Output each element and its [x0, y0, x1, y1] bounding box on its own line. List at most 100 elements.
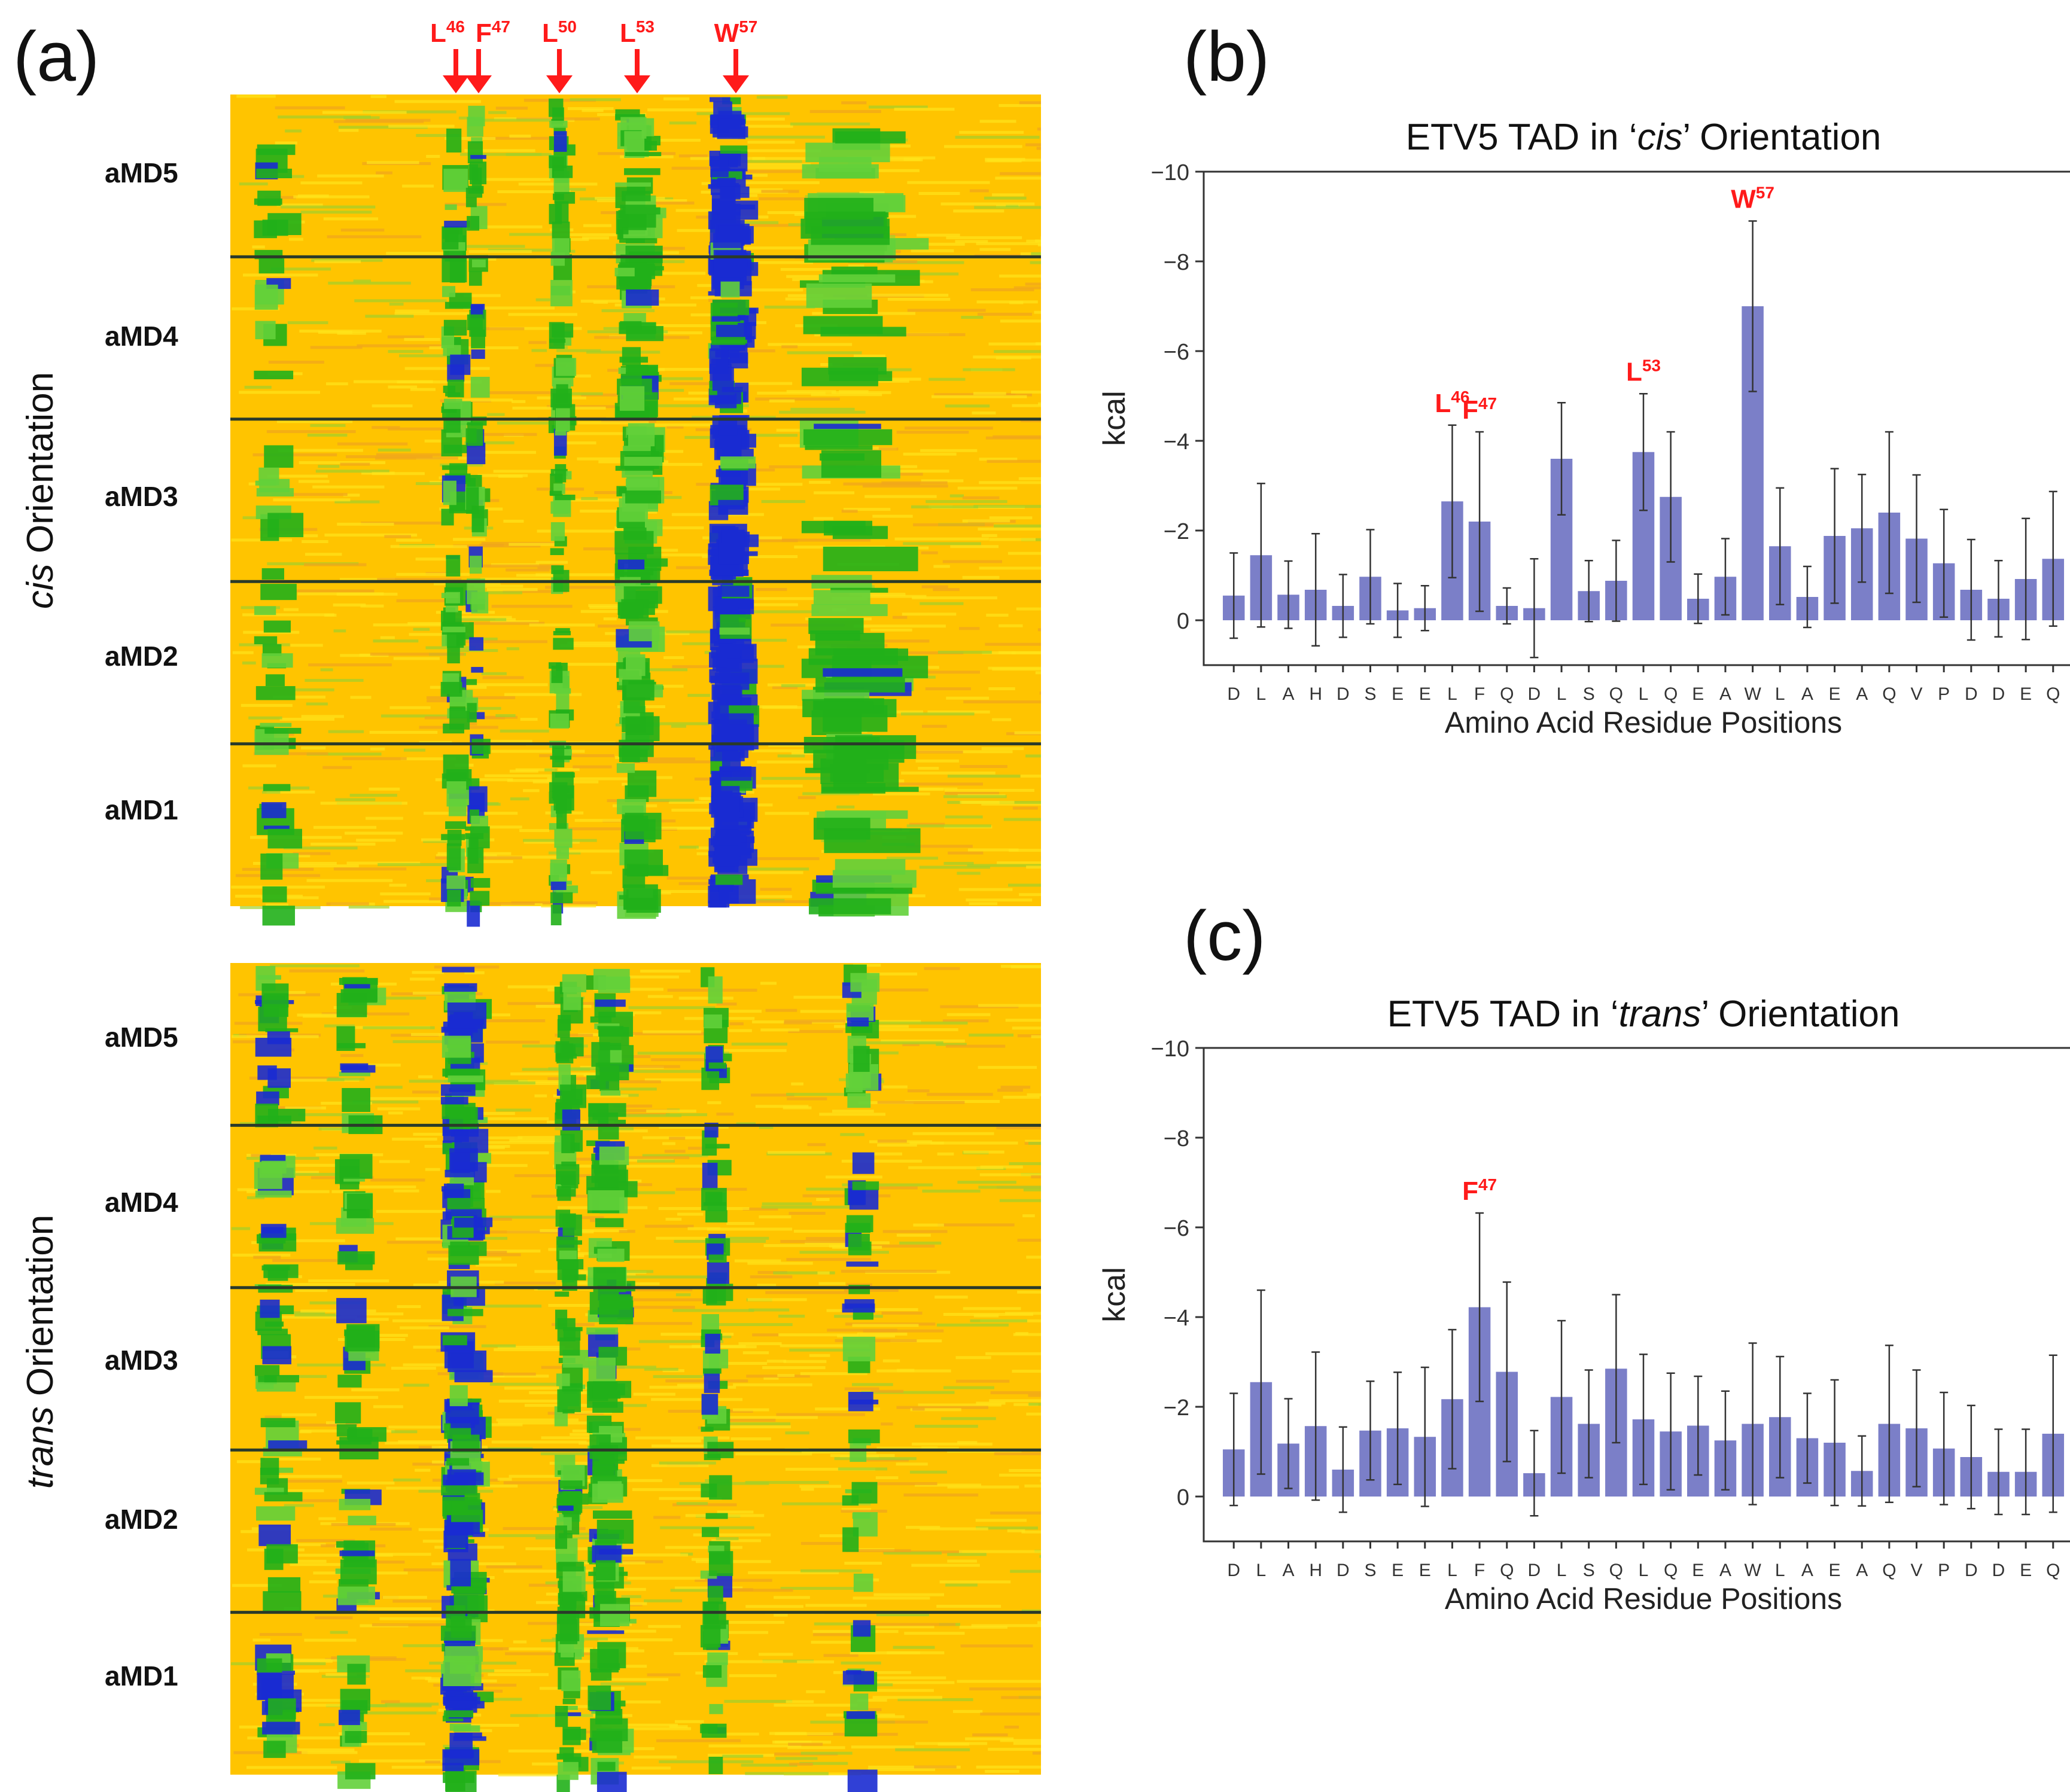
heatmap-band-cell [442, 226, 459, 250]
heatmap-streak [1004, 393, 1032, 397]
heatmap-streak [937, 650, 992, 654]
heatmap-streak [494, 1348, 573, 1351]
heatmap-streak [236, 95, 276, 98]
heatmap-streak [870, 628, 912, 632]
heatmap-streak [485, 1423, 523, 1427]
heatmap-streak [739, 871, 803, 874]
heatmap-streak [918, 191, 960, 195]
heatmap-streak [328, 1077, 365, 1081]
heatmap-streak [696, 1560, 771, 1564]
heatmap-streak [776, 1413, 866, 1416]
heatmap-band-cell [453, 1725, 480, 1732]
heatmap-streak [978, 527, 1041, 531]
heatmap-band-cell [711, 198, 735, 221]
heatmap-band-cell [260, 584, 297, 601]
heatmap-band-cell [715, 874, 743, 885]
heatmap-streak [841, 101, 867, 105]
heatmap-streak [391, 1367, 436, 1370]
heatmap-streak [722, 434, 798, 437]
heatmap-streak [1040, 236, 1041, 240]
heatmap-streak [999, 624, 1023, 627]
heatmap-band-cell [468, 164, 479, 181]
y-tick-label: −4 [1164, 1306, 1189, 1331]
heatmap-band-cell [441, 834, 465, 840]
heatmap-streak [446, 618, 507, 621]
heatmap-band-cell [336, 1218, 375, 1234]
heatmap-streak [1024, 1484, 1041, 1488]
heatmap-streak [647, 108, 722, 112]
heatmap-band-cell [445, 1646, 483, 1662]
heatmap-streak [750, 1093, 794, 1097]
x-tick-label: W [1744, 1561, 1761, 1580]
heatmap-streak [669, 382, 741, 385]
heatmap-streak [727, 166, 806, 169]
heatmap-streak [826, 1175, 882, 1179]
heatmap-streak [943, 795, 1007, 799]
heatmap-band-cell [472, 259, 486, 267]
heatmap-band-cell [846, 1670, 862, 1675]
heatmap-streak [978, 1066, 1037, 1069]
heatmap-streak [965, 1737, 1014, 1741]
heatmap-streak [640, 970, 690, 973]
heatmap-streak [378, 863, 461, 866]
heatmap-streak [637, 1052, 729, 1055]
heatmap-streak [285, 1106, 326, 1110]
heatmap-streak [917, 233, 960, 237]
heatmap-streak [852, 1324, 919, 1327]
heatmap-streak [397, 380, 482, 384]
heatmap-streak [969, 1034, 1014, 1037]
heatmap-streak [266, 430, 356, 434]
block-label-trans-amd1: aMD1 [105, 1660, 178, 1692]
heatmap-streak [507, 779, 566, 782]
heatmap-streak [677, 1212, 704, 1216]
heatmap-band-cell [443, 169, 468, 192]
heatmap-streak [839, 390, 869, 394]
heatmap-band-cell [709, 348, 729, 374]
heatmap-band-cell [448, 1245, 479, 1265]
heatmap-streak [260, 1474, 342, 1478]
heatmap-streak [284, 864, 359, 868]
heatmap-streak [266, 790, 315, 794]
heatmap-streak [887, 297, 951, 301]
heatmap-streak [759, 1126, 774, 1129]
heatmap-streak [303, 1014, 368, 1018]
heatmap-streak [308, 1279, 389, 1282]
heatmap-band-cell [599, 1604, 630, 1626]
heatmap-streak [679, 845, 699, 849]
heatmap-band-cell [257, 144, 296, 156]
heatmap-streak [413, 627, 430, 631]
heatmap-streak [491, 605, 573, 608]
heatmap-streak [947, 1485, 1019, 1489]
heatmap-band-cell [720, 281, 740, 298]
heatmap-band-cell [555, 772, 575, 778]
heatmap-band-cell [261, 568, 285, 580]
heatmap-streak [498, 1421, 590, 1425]
heatmap-band-cell [467, 443, 486, 465]
heatmap-streak [957, 1441, 978, 1444]
heatmap-streak [482, 1019, 546, 1023]
heatmap-streak [564, 188, 586, 191]
heatmap-streak [873, 792, 930, 796]
heatmap-streak [757, 760, 841, 764]
heatmap-streak [456, 398, 513, 402]
heatmap-streak [806, 1690, 826, 1693]
heatmap-streak [465, 706, 501, 710]
heatmap-streak [339, 578, 395, 581]
heatmap-streak [570, 98, 621, 102]
heatmap-band-cell [260, 1458, 279, 1475]
marker-arrow-head [546, 75, 573, 93]
heatmap-streak [732, 487, 781, 491]
block-label-cis-amd2: aMD2 [105, 641, 178, 672]
heatmap-streak [629, 975, 679, 979]
heatmap-band-cell [551, 665, 563, 683]
heatmap-streak [747, 321, 766, 324]
heatmap-band-cell [703, 1368, 722, 1374]
block-label-cis-amd1: aMD1 [105, 794, 178, 825]
heatmap-band-cell [714, 809, 739, 830]
heatmap-streak [509, 1474, 589, 1478]
heatmap-streak [972, 411, 996, 415]
heatmap-band-cell [599, 1549, 634, 1555]
heatmap-streak [608, 1114, 682, 1117]
heatmap-streak [489, 1647, 503, 1651]
heatmap-band-cell [260, 1299, 280, 1318]
